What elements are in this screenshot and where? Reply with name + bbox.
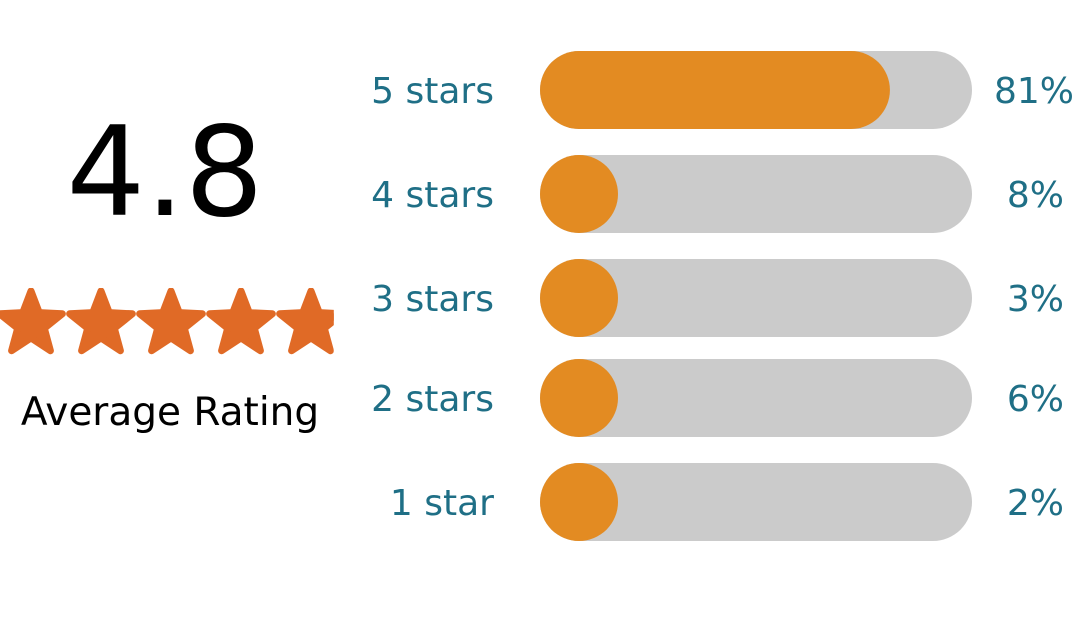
bar-fill <box>540 259 618 337</box>
category-label: 4 stars <box>371 175 494 216</box>
star-full-icon <box>0 288 66 355</box>
star-partial-icon <box>276 288 334 355</box>
value-label: 2% <box>1007 483 1064 524</box>
bar-track <box>540 155 972 233</box>
value-label: 6% <box>1007 379 1064 420</box>
star-full-icon <box>66 288 136 355</box>
category-label: 5 stars <box>371 71 494 112</box>
bar-fill <box>540 463 618 541</box>
average-score: 4.8 <box>66 101 264 245</box>
category-label: 3 stars <box>371 279 494 320</box>
bar-fill <box>540 359 618 437</box>
bar-track <box>540 463 972 541</box>
bar-fill <box>540 155 618 233</box>
star-rating <box>0 288 334 355</box>
star-full-icon <box>136 288 206 355</box>
value-label: 81% <box>994 71 1074 112</box>
category-label: 2 stars <box>371 379 494 420</box>
bar-fill <box>540 51 890 129</box>
average-rating-label: Average Rating <box>20 390 320 435</box>
bar-track <box>540 259 972 337</box>
bar-track <box>540 359 972 437</box>
value-label: 8% <box>1007 175 1064 216</box>
star-full-icon <box>206 288 276 355</box>
category-label: 1 star <box>390 483 494 524</box>
value-label: 3% <box>1007 279 1064 320</box>
